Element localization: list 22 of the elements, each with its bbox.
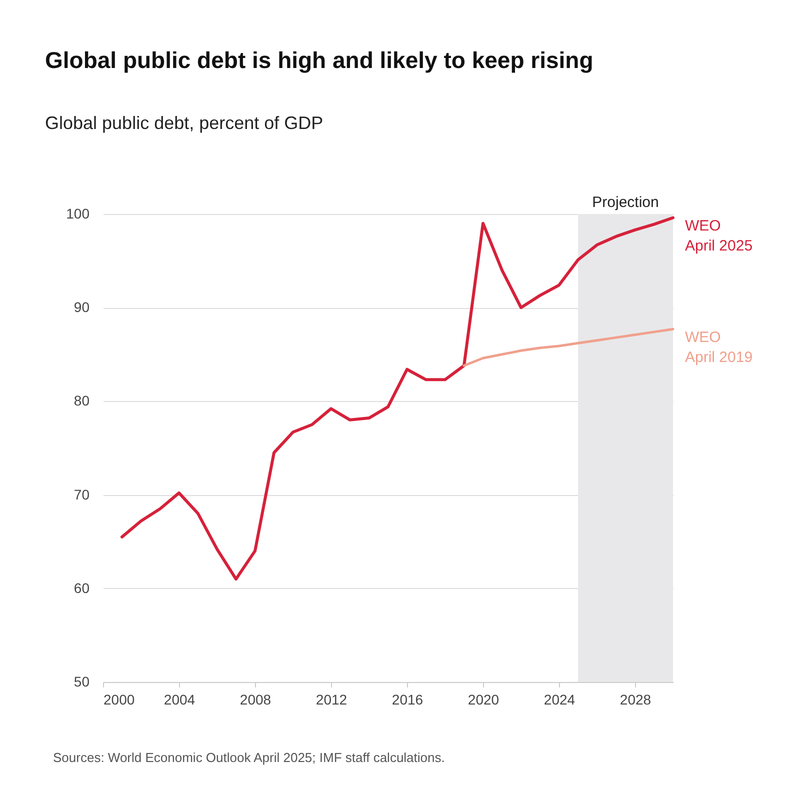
y-tick-label: 80 bbox=[74, 392, 90, 409]
y-tick-label: 60 bbox=[74, 580, 90, 596]
x-tick-label: 2028 bbox=[620, 692, 652, 708]
series-label: WEO April 2025 bbox=[685, 218, 753, 255]
x-tick-label: 2024 bbox=[544, 692, 576, 708]
x-tick-label: 2004 bbox=[164, 692, 196, 708]
x-tick-label: 2016 bbox=[392, 692, 424, 708]
line-series bbox=[462, 328, 674, 367]
chart-subtitle: Global public debt, percent of GDP bbox=[45, 113, 324, 133]
x-tick-label: 2020 bbox=[468, 692, 500, 708]
y-tick-label: 100 bbox=[66, 206, 90, 222]
source-note: Sources: World Economic Outlook April 2025; IMF staff calculations. bbox=[53, 750, 445, 765]
x-tick-label: 2012 bbox=[316, 692, 348, 708]
x-tick-label: 2000 bbox=[104, 692, 135, 708]
y-tick-label: 90 bbox=[74, 299, 90, 316]
y-tick-label: 50 bbox=[74, 674, 90, 690]
x-tick-label: 2008 bbox=[240, 692, 272, 708]
chart-title: Global public debt is high and likely to keep rising bbox=[45, 47, 594, 73]
band-label: Projection bbox=[592, 194, 659, 211]
series-label: WEO April 2019 bbox=[685, 329, 753, 366]
y-tick-label: 70 bbox=[74, 486, 90, 502]
line-series bbox=[120, 216, 674, 581]
